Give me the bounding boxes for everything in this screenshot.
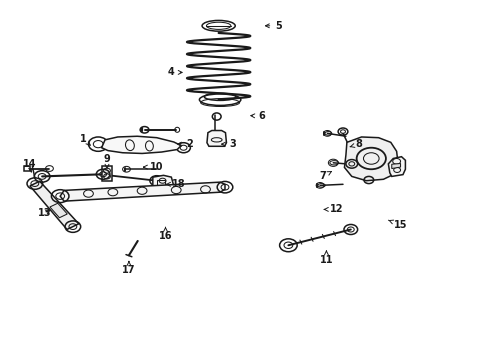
Bar: [102, 166, 112, 181]
Bar: [157, 180, 164, 187]
Text: 16: 16: [159, 228, 172, 240]
Text: 15: 15: [387, 220, 407, 230]
Text: 7: 7: [319, 171, 331, 181]
Text: 14: 14: [23, 159, 37, 172]
Polygon shape: [102, 136, 181, 153]
Text: 11: 11: [319, 251, 332, 265]
Polygon shape: [344, 137, 397, 181]
Polygon shape: [153, 175, 173, 193]
Text: 12: 12: [324, 204, 343, 215]
Polygon shape: [30, 181, 79, 229]
Text: 1: 1: [80, 134, 90, 145]
Text: 9: 9: [103, 154, 110, 168]
Text: 2: 2: [177, 139, 193, 149]
Text: 3: 3: [221, 139, 235, 149]
Text: 13: 13: [38, 208, 51, 218]
Polygon shape: [387, 157, 405, 176]
Polygon shape: [50, 203, 67, 218]
Polygon shape: [391, 163, 400, 168]
Text: 5: 5: [265, 21, 282, 31]
Bar: [24, 166, 30, 171]
Polygon shape: [60, 182, 224, 201]
Text: 6: 6: [250, 111, 264, 121]
Polygon shape: [206, 131, 226, 146]
Text: 17: 17: [122, 262, 135, 275]
Text: 18: 18: [166, 179, 185, 189]
Text: 8: 8: [349, 139, 362, 149]
Text: 10: 10: [143, 162, 163, 172]
Text: 4: 4: [168, 67, 182, 77]
